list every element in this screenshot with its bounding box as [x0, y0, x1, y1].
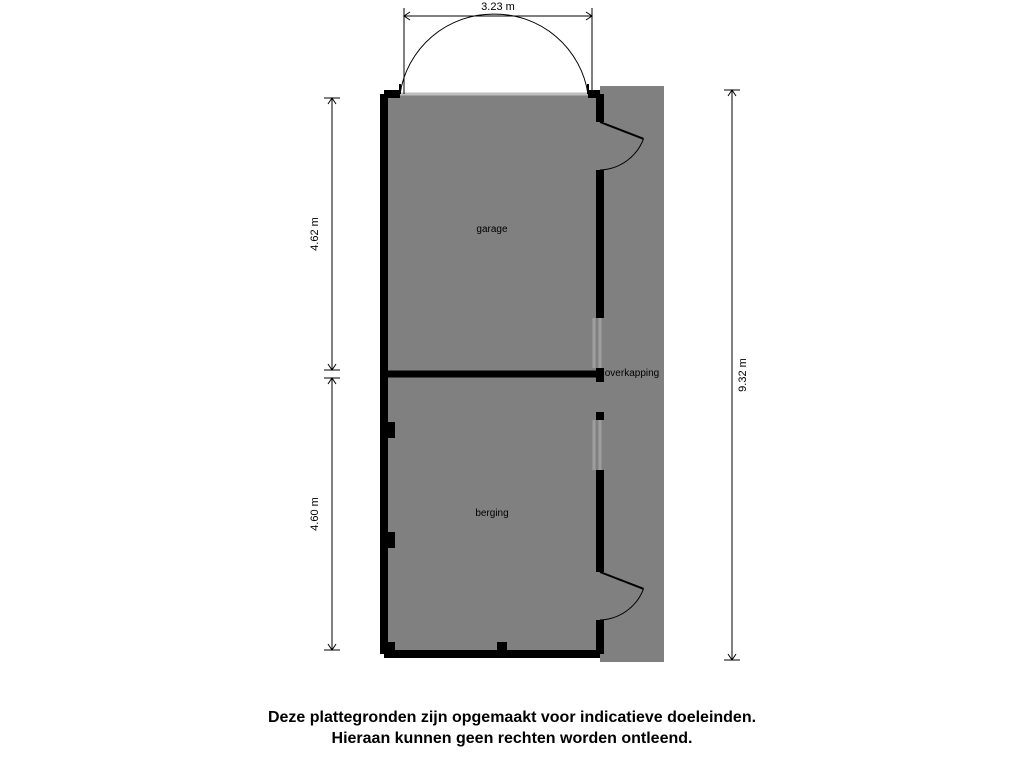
- floorplan-svg: 3.23 m4.62 m4.60 m9.32 m garage berging …: [0, 0, 1024, 768]
- svg-text:4.62 m: 4.62 m: [309, 217, 321, 251]
- garage-double-door: [400, 14, 588, 94]
- footer-line-1: Deze plattegronden zijn opgemaakt voor i…: [0, 708, 1024, 729]
- svg-text:9.32 m: 9.32 m: [737, 358, 749, 392]
- footer-line-2: Hieraan kunnen geen rechten worden ontle…: [0, 729, 1024, 750]
- label-berging: berging: [475, 508, 508, 519]
- svg-text:3.23 m: 3.23 m: [481, 1, 515, 13]
- footer-disclaimer: Deze plattegronden zijn opgemaakt voor i…: [0, 708, 1024, 750]
- label-garage: garage: [476, 224, 508, 235]
- floorplan-stage: 3.23 m4.62 m4.60 m9.32 m garage berging …: [0, 0, 1024, 768]
- svg-text:4.60 m: 4.60 m: [309, 497, 321, 531]
- label-overkapping: overkapping: [605, 368, 659, 379]
